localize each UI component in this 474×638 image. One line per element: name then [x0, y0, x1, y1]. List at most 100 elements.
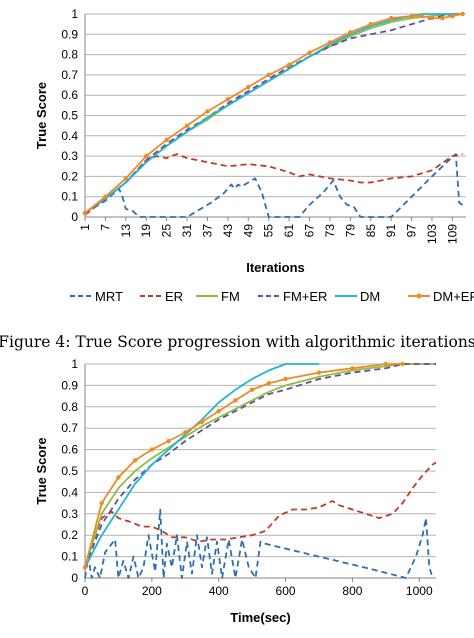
y-tick-label: 0.8 [61, 48, 78, 62]
data-point [419, 13, 424, 19]
y-tick-label: 0 [71, 210, 78, 224]
data-point [233, 398, 238, 403]
x-tick-label: 103 [425, 224, 439, 244]
data-point [266, 381, 272, 386]
x-tick-label: 600 [276, 584, 296, 598]
chart-iterations: 00.10.20.30.40.50.60.70.80.911 7 13 19 25 31 3… [34, 7, 466, 275]
y-tick-label: 0.4 [61, 129, 78, 143]
x-axis-label: Time(sec) [230, 610, 290, 625]
y-tick-label: 0.3 [61, 507, 78, 521]
x-tick-label: 31 [180, 224, 194, 238]
series-line-er [84, 461, 437, 568]
x-tick-label: 37 [200, 224, 214, 238]
data-point [123, 176, 129, 181]
x-tick-label: 1000 [406, 584, 433, 598]
legend-label: DM [360, 289, 380, 304]
y-tick-label: 0.5 [61, 109, 78, 123]
y-tick-label: 0.4 [61, 485, 78, 499]
chart-time: 0 0.1 0.2 0.3 0.4 0.5 0.6 0.7 0.8 0.9 1 0 200 400 600 8… [34, 357, 437, 625]
legend-marker [416, 293, 422, 299]
x-tick-label: 91 [384, 224, 398, 238]
data-point [249, 387, 255, 392]
x-tick-label: 67 [303, 224, 317, 238]
y-tick-label: 0.5 [61, 464, 78, 478]
data-point [307, 50, 312, 55]
x-tick-label: 43 [221, 224, 235, 238]
data-point [164, 137, 169, 143]
x-tick-label: 55 [262, 224, 276, 238]
series-line-fm [84, 13, 463, 214]
data-point [350, 366, 355, 371]
y-tick-label: 0.9 [61, 27, 78, 41]
data-point [183, 430, 188, 435]
data-point [166, 438, 171, 444]
series-line-er [84, 153, 463, 216]
x-tick-label: 79 [343, 224, 357, 238]
series-line-fm [84, 363, 436, 568]
y-tick-label: 0.2 [61, 169, 78, 183]
y-tick-label: 0 [71, 571, 78, 585]
data-point [184, 123, 190, 128]
y-tick-label: 0.1 [61, 190, 78, 204]
x-tick-label: 85 [364, 224, 378, 238]
data-point [82, 210, 88, 216]
legend-label: ER [165, 289, 183, 304]
y-tick-label: 0.9 [61, 378, 78, 392]
x-tick-label: 49 [241, 224, 255, 238]
y-tick-label: 1 [71, 357, 78, 371]
data-point [283, 376, 288, 382]
x-axis-label: Iterations [246, 260, 305, 275]
data-point [144, 153, 149, 159]
data-point [149, 447, 155, 452]
x-tick-label: 61 [282, 224, 296, 238]
series-line-dm-plus-er [84, 13, 463, 214]
series-line-fm-plus-er [84, 13, 463, 214]
y-axis-label: True Score [34, 437, 49, 504]
data-point [225, 97, 231, 102]
data-point [116, 475, 121, 480]
y-tick-label: 0.1 [61, 550, 78, 564]
data-point [368, 21, 373, 27]
y-tick-label: 0.2 [61, 528, 78, 542]
legend-label: MRT [95, 289, 123, 304]
data-point [199, 419, 205, 424]
data-point [409, 13, 414, 19]
x-tick-label: 19 [139, 224, 153, 238]
x-tick-label: 109 [445, 224, 459, 244]
data-point [388, 15, 394, 21]
data-point [103, 194, 108, 199]
data-point [132, 458, 138, 463]
data-point [216, 408, 221, 414]
legend: MRT ER FM FM+ER DM DM+ER [70, 289, 474, 304]
x-tick-label: 0 [82, 584, 89, 598]
data-point [348, 30, 353, 35]
x-tick-label: 13 [119, 224, 133, 238]
data-point [460, 11, 465, 17]
data-point [286, 62, 292, 67]
x-tick-label: 1 [78, 224, 92, 231]
figure-caption: Figure 4: True Score progression with al… [0, 333, 474, 351]
y-axis-label: True Score [34, 82, 49, 149]
data-point [429, 15, 435, 21]
data-point [205, 109, 210, 114]
x-tick-label: 7 [98, 224, 112, 231]
legend-label: FM [221, 289, 240, 304]
x-tick-label: 400 [209, 584, 229, 598]
data-point [266, 72, 271, 78]
data-point [383, 361, 389, 367]
data-point [316, 370, 322, 375]
x-tick-label: 97 [405, 224, 419, 238]
y-tick-label: 0.8 [61, 400, 78, 414]
data-point [99, 500, 104, 506]
series-line-dm [84, 363, 319, 568]
y-tick-label: 0.6 [61, 443, 78, 457]
data-point [439, 15, 445, 21]
data-point [400, 361, 405, 367]
y-tick-label: 0.7 [61, 68, 78, 82]
series-line-dm [84, 13, 463, 214]
legend-label: FM+ER [283, 289, 327, 304]
legend-label: DM+ER [433, 289, 474, 304]
series-line-mrt [84, 153, 464, 218]
